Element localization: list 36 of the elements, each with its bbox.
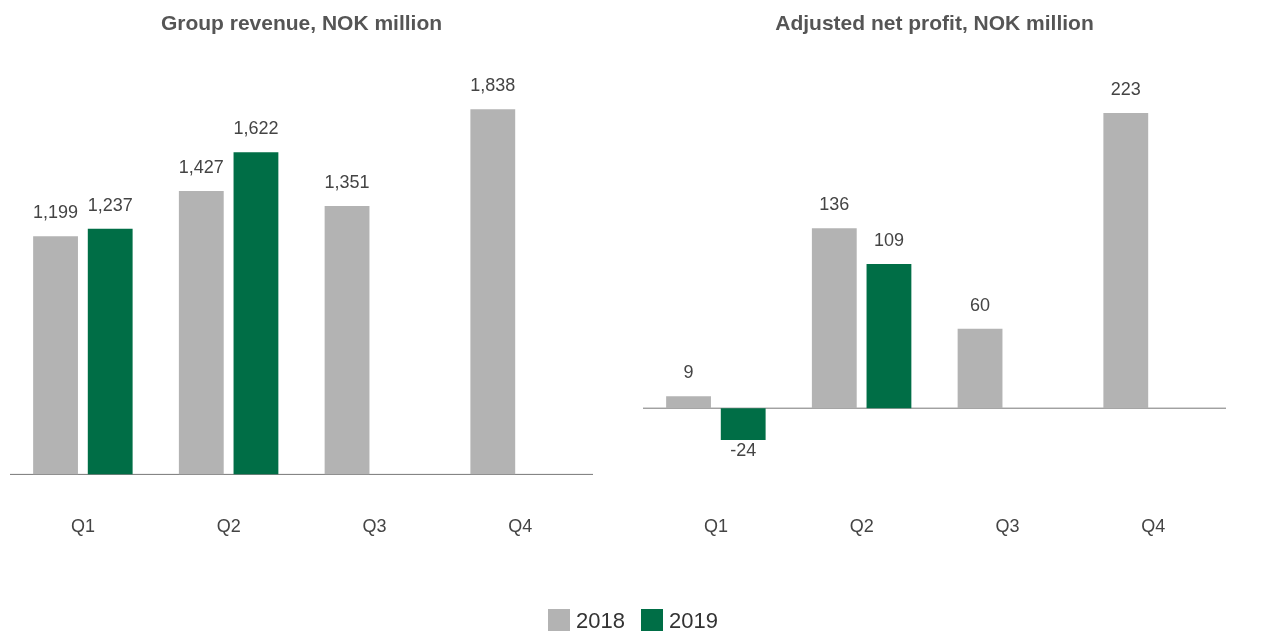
bar [866,263,912,409]
x-tick-label: Q1 [703,516,728,537]
bar [87,228,133,475]
bar [470,109,516,475]
chart-title: Group revenue, NOK million [160,11,443,35]
bar [33,236,78,475]
data-label: 223 [1110,78,1141,99]
x-tick-label: Q2 [216,516,241,537]
bar [811,228,857,409]
legend-label: 2019 [668,608,718,634]
data-label: 109 [873,229,904,250]
legend-label: 2018 [575,608,625,634]
bar [957,328,1003,409]
x-tick-label: Q3 [362,516,387,537]
bar [720,408,766,440]
x-tick-label: Q1 [70,516,95,537]
bar [233,152,279,475]
x-tick-label: Q2 [849,516,874,537]
data-label: 1,427 [178,156,224,177]
data-label: 1,838 [470,75,516,96]
chart-title: Adjusted net profit, NOK million [775,11,1094,35]
data-label: 1,199 [33,202,79,223]
data-label: 136 [819,194,850,215]
data-label: 1,237 [87,194,133,215]
data-label: 9 [683,362,694,383]
data-label: 1,351 [324,172,370,193]
x-tick-label: Q4 [1141,516,1166,537]
x-tick-label: Q4 [508,516,533,537]
bar [1103,112,1149,409]
data-label: 1,622 [233,118,279,139]
bar [666,396,711,409]
x-tick-label: Q3 [995,516,1020,537]
data-label: -24 [730,439,757,460]
bar [178,191,224,475]
bar [324,206,370,475]
data-label: 60 [970,294,991,315]
